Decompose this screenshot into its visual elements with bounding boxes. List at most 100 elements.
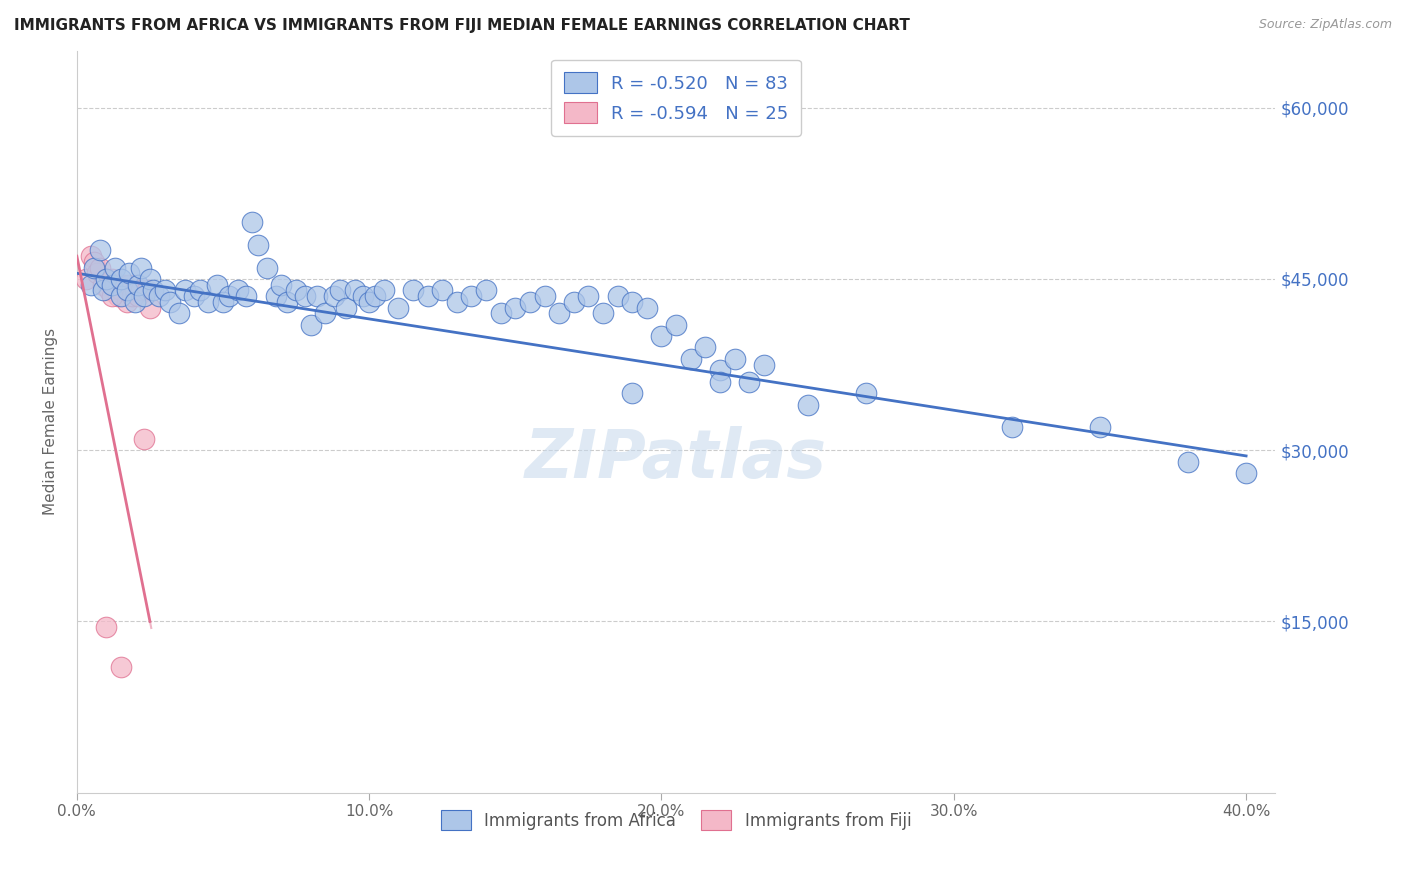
Point [314,306,336,320]
Point [167,306,190,320]
Text: ZIPatlas: ZIPatlas [524,425,827,491]
Point [752,358,775,372]
Point [709,375,731,389]
Point [305,289,328,303]
Point [118,266,141,280]
Point [212,294,235,309]
Point [115,284,138,298]
Point [606,289,628,303]
Point [188,284,211,298]
Point [592,306,614,320]
Point [636,301,658,315]
Point [107,289,129,303]
Point [121,289,143,303]
Point [432,284,454,298]
Text: Source: ZipAtlas.com: Source: ZipAtlas.com [1258,18,1392,31]
Point [519,294,541,309]
Point [460,289,482,303]
Point [124,284,146,298]
Point [101,277,124,292]
Point [621,386,644,401]
Point [1001,420,1024,434]
Point [110,660,132,674]
Point [98,284,121,298]
Point [796,398,818,412]
Point [650,329,672,343]
Legend: Immigrants from Africa, Immigrants from Fiji: Immigrants from Africa, Immigrants from … [434,804,918,837]
Point [505,301,527,315]
Point [364,289,387,303]
Point [83,255,105,269]
Point [1088,420,1111,434]
Point [174,284,197,298]
Point [127,277,149,292]
Point [89,260,111,275]
Point [83,260,105,275]
Point [101,272,124,286]
Point [104,260,127,275]
Point [489,306,512,320]
Point [75,272,97,286]
Point [132,289,155,303]
Point [709,363,731,377]
Point [416,289,439,303]
Point [299,318,322,332]
Point [679,351,702,366]
Point [256,260,278,275]
Y-axis label: Median Female Earnings: Median Female Earnings [44,328,58,516]
Point [159,294,181,309]
Point [695,341,717,355]
Point [124,294,146,309]
Point [446,294,468,309]
Point [335,301,357,315]
Point [129,260,152,275]
Point [387,301,409,315]
Point [276,294,298,309]
Point [270,277,292,292]
Point [323,289,346,303]
Point [294,289,316,303]
Point [548,306,571,320]
Point [101,289,124,303]
Point [855,386,877,401]
Point [1177,455,1199,469]
Point [94,272,117,286]
Point [132,432,155,446]
Point [226,284,249,298]
Point [153,284,176,298]
Point [402,284,425,298]
Point [240,215,263,229]
Point [329,284,352,298]
Point [373,284,395,298]
Point [94,272,117,286]
Point [112,277,135,292]
Point [285,284,308,298]
Point [129,284,152,298]
Point [576,289,599,303]
Point [148,289,170,303]
Point [104,277,127,292]
Point [118,277,141,292]
Point [110,284,132,298]
Point [723,351,745,366]
Point [562,294,585,309]
Point [665,318,688,332]
Point [264,289,287,303]
Text: IMMIGRANTS FROM AFRICA VS IMMIGRANTS FROM FIJI MEDIAN FEMALE EARNINGS CORRELATIO: IMMIGRANTS FROM AFRICA VS IMMIGRANTS FRO… [14,18,910,33]
Point [359,294,381,309]
Point [115,294,138,309]
Point [139,272,162,286]
Point [205,277,228,292]
Point [89,244,111,258]
Point [738,375,761,389]
Point [110,272,132,286]
Point [139,301,162,315]
Point [352,289,374,303]
Point [80,249,103,263]
Point [218,289,240,303]
Point [127,289,149,303]
Point [343,284,366,298]
Point [80,277,103,292]
Point [1234,466,1257,480]
Point [94,620,117,634]
